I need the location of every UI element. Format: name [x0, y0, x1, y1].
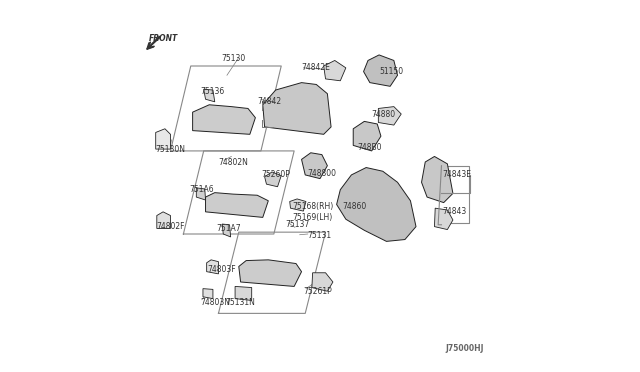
- Polygon shape: [193, 105, 255, 134]
- Text: 75136: 75136: [200, 87, 224, 96]
- Text: 74802F: 74802F: [157, 222, 186, 231]
- Polygon shape: [222, 224, 230, 237]
- Text: 75260P: 75260P: [261, 170, 290, 179]
- Text: 75168(RH): 75168(RH): [292, 202, 333, 211]
- Text: 74880: 74880: [372, 109, 396, 119]
- Text: 751A6: 751A6: [189, 185, 214, 194]
- Polygon shape: [324, 61, 346, 81]
- Polygon shape: [204, 89, 215, 102]
- Text: 75261P: 75261P: [303, 287, 332, 296]
- Text: 75130: 75130: [221, 54, 245, 63]
- Text: 748800: 748800: [307, 169, 336, 177]
- Text: 75169(LH): 75169(LH): [292, 213, 333, 222]
- Text: 74860: 74860: [342, 202, 367, 211]
- Polygon shape: [196, 188, 205, 200]
- Polygon shape: [290, 199, 306, 211]
- Text: 75130N: 75130N: [156, 145, 186, 154]
- Polygon shape: [301, 153, 328, 179]
- Polygon shape: [337, 167, 416, 241]
- Text: 74802N: 74802N: [218, 157, 248, 167]
- Polygon shape: [239, 260, 301, 286]
- Text: 75131N: 75131N: [226, 298, 255, 307]
- Polygon shape: [235, 286, 252, 301]
- Polygon shape: [435, 208, 453, 230]
- Polygon shape: [312, 273, 333, 291]
- Polygon shape: [263, 83, 331, 134]
- Polygon shape: [422, 157, 453, 203]
- Text: 75137: 75137: [285, 220, 309, 229]
- Text: 75131: 75131: [307, 231, 332, 240]
- Text: 51150: 51150: [379, 67, 403, 76]
- Text: 74843E: 74843E: [442, 170, 471, 179]
- Text: 74842E: 74842E: [301, 63, 330, 72]
- Polygon shape: [264, 172, 281, 187]
- Polygon shape: [203, 289, 213, 299]
- Text: 74842: 74842: [257, 97, 282, 106]
- Text: 751A7: 751A7: [216, 224, 241, 233]
- Polygon shape: [353, 121, 381, 151]
- Text: 74803N: 74803N: [200, 298, 230, 307]
- Text: 74803F: 74803F: [207, 264, 236, 273]
- Polygon shape: [364, 55, 397, 86]
- Polygon shape: [205, 193, 268, 217]
- Text: J75000HJ: J75000HJ: [446, 344, 484, 353]
- Polygon shape: [378, 107, 401, 125]
- Text: FRONT: FRONT: [148, 34, 178, 43]
- Text: 748B0: 748B0: [357, 143, 381, 152]
- Polygon shape: [156, 129, 170, 149]
- Polygon shape: [157, 212, 170, 228]
- Polygon shape: [207, 260, 218, 274]
- Text: 74843: 74843: [442, 207, 466, 217]
